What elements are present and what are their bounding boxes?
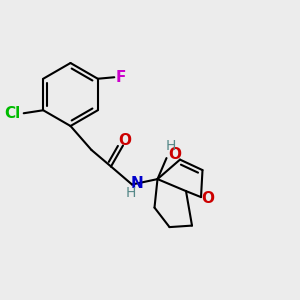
Text: O: O: [168, 147, 182, 162]
Text: H: H: [165, 139, 176, 153]
Text: N: N: [130, 176, 143, 191]
Text: F: F: [116, 70, 126, 85]
Text: O: O: [118, 133, 131, 148]
Text: O: O: [201, 191, 214, 206]
Text: H: H: [125, 186, 136, 200]
Text: Cl: Cl: [4, 106, 20, 121]
